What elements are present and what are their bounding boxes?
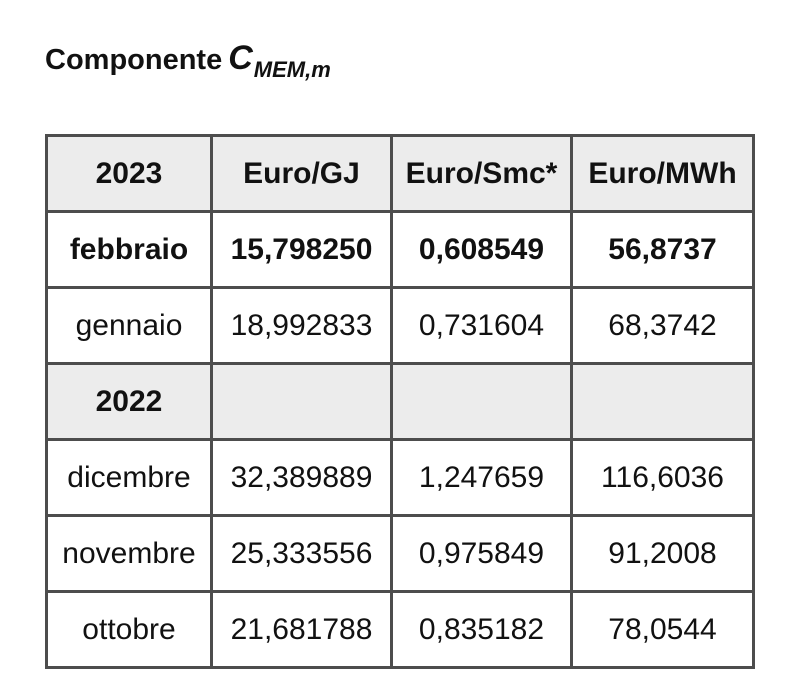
value-cell: 0,975849 xyxy=(390,514,573,593)
component-values-table: 2023 Euro/GJ Euro/Smc* Euro/MWh febbraio… xyxy=(45,134,755,669)
table-row: novembre 25,333556 0,975849 91,2008 xyxy=(45,514,755,593)
value-cell: 0,835182 xyxy=(390,590,573,669)
table-row: febbraio 15,798250 0,608549 56,8737 xyxy=(45,210,755,289)
value-cell: 25,333556 xyxy=(210,514,393,593)
value-cell: 68,3742 xyxy=(570,286,755,365)
table-row: ottobre 21,681788 0,835182 78,0544 xyxy=(45,590,755,669)
empty-cell xyxy=(390,362,573,441)
value-cell: 0,731604 xyxy=(390,286,573,365)
header-row: 2023 Euro/GJ Euro/Smc* Euro/MWh xyxy=(45,134,755,213)
value-cell: 78,0544 xyxy=(570,590,755,669)
month-cell: ottobre xyxy=(45,590,213,669)
value-cell: 18,992833 xyxy=(210,286,393,365)
empty-cell xyxy=(210,362,393,441)
title-text: Componente xyxy=(45,44,223,76)
page-title: Componente CMEM,m xyxy=(45,38,796,90)
title-subscript: MEM,m xyxy=(253,57,331,82)
year-section-row: 2022 xyxy=(45,362,755,441)
value-cell: 56,8737 xyxy=(570,210,755,289)
value-cell: 116,6036 xyxy=(570,438,755,517)
title-symbol: C xyxy=(228,39,253,77)
year-cell: 2022 xyxy=(45,362,213,441)
value-cell: 1,247659 xyxy=(390,438,573,517)
col-header-year: 2023 xyxy=(45,134,213,213)
value-cell: 21,681788 xyxy=(210,590,393,669)
table-row: dicembre 32,389889 1,247659 116,6036 xyxy=(45,438,755,517)
value-cell: 15,798250 xyxy=(210,210,393,289)
empty-cell xyxy=(570,362,755,441)
table-row: gennaio 18,992833 0,731604 68,3742 xyxy=(45,286,755,365)
month-cell: gennaio xyxy=(45,286,213,365)
month-cell: febbraio xyxy=(45,210,213,289)
value-cell: 0,608549 xyxy=(390,210,573,289)
month-cell: novembre xyxy=(45,514,213,593)
month-cell: dicembre xyxy=(45,438,213,517)
col-header-euro-mwh: Euro/MWh xyxy=(570,134,755,213)
value-cell: 32,389889 xyxy=(210,438,393,517)
col-header-euro-smc: Euro/Smc* xyxy=(390,134,573,213)
value-cell: 91,2008 xyxy=(570,514,755,593)
page-root: Componente CMEM,m 2023 Euro/GJ Euro/Smc* … xyxy=(45,38,796,669)
col-header-euro-gj: Euro/GJ xyxy=(210,134,393,213)
